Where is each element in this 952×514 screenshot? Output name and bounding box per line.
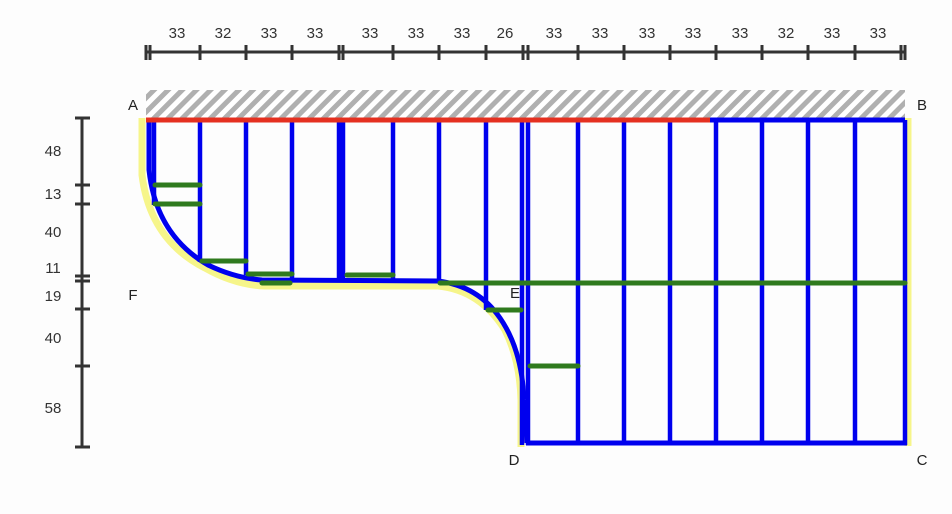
- left-dimension-label: 58: [45, 400, 62, 417]
- top-dimension-label: 32: [778, 25, 795, 42]
- top-dimension-label: 33: [824, 25, 841, 42]
- top-dimension-label: 26: [497, 25, 514, 42]
- point-b: B: [917, 97, 927, 114]
- left-dimension-label: 40: [45, 330, 62, 347]
- top-dimension-label: 33: [454, 25, 471, 42]
- top-dimension-label: 33: [546, 25, 563, 42]
- top-dimension-label: 32: [215, 25, 232, 42]
- point-f: F: [128, 287, 137, 304]
- top-dimension-line: 33 32 33 33 33 33 33 26 33 33 33 33 33 32 33 33: [144, 25, 907, 60]
- point-a: A: [128, 97, 138, 114]
- curved-rim: [146, 120, 530, 444]
- point-d: D: [509, 452, 520, 469]
- left-dimension-label: 40: [45, 224, 62, 241]
- top-dimension-label: 33: [307, 25, 324, 42]
- left-dimension-line: 48 13 40 11 19 40 58: [45, 116, 90, 449]
- top-dimension-label: 33: [639, 25, 656, 42]
- point-e: E: [510, 285, 520, 302]
- top-dimension-label: 33: [592, 25, 609, 42]
- top-dimension-label: 33: [870, 25, 887, 42]
- top-dimension-label: 33: [362, 25, 379, 42]
- top-dimension-label: 33: [408, 25, 425, 42]
- left-dimension-label: 48: [45, 143, 62, 160]
- left-dimension-label: 13: [45, 186, 62, 203]
- point-c: C: [917, 452, 928, 469]
- top-dimension-label: 33: [261, 25, 278, 42]
- top-dimension-label: 33: [732, 25, 749, 42]
- left-dimension-label: 19: [45, 288, 62, 305]
- top-dimension-label: 33: [685, 25, 702, 42]
- left-dimension-label: 11: [45, 260, 61, 277]
- top-dimension-label: 33: [169, 25, 186, 42]
- wall-hatch: [146, 90, 905, 118]
- blocking: [152, 182, 908, 369]
